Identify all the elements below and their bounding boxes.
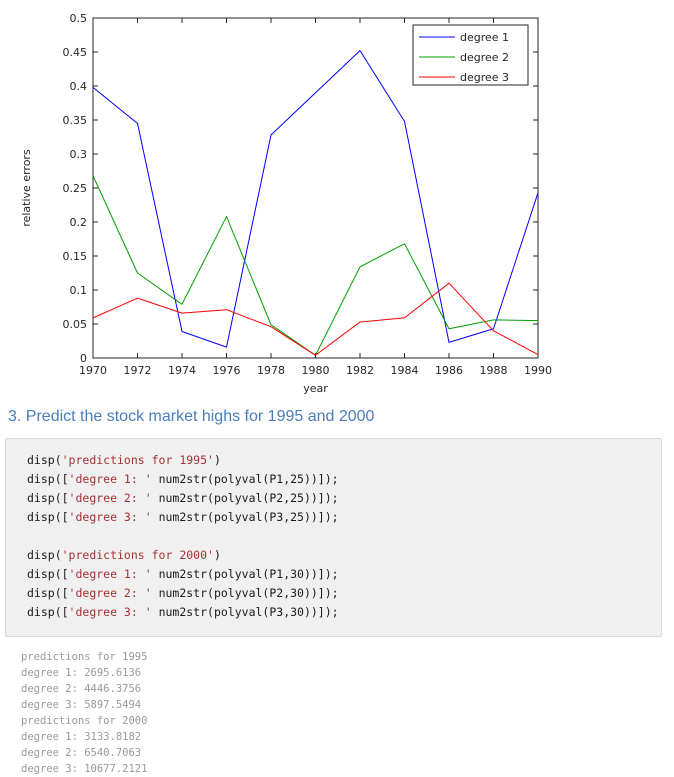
y-tick-label: 0.5 [70,12,88,25]
y-tick-label: 0 [80,352,87,365]
x-tick-label: 1980 [302,364,330,377]
code-text: num2str(polyval(P3,25))]); [151,510,339,524]
x-tick-label: 1990 [524,364,552,377]
output-line: degree 2: 6540.7063 [21,747,142,759]
code-text: disp([ [27,567,69,581]
output-line: degree 2: 4446.3756 [21,683,142,695]
x-tick-label: 1978 [257,364,285,377]
output-block: predictions for 1995 degree 1: 2695.6136 d… [21,649,674,777]
code-string: 'degree 3: ' [68,605,152,619]
legend-entry-label: degree 3 [460,71,509,84]
y-tick-label: 0.45 [63,46,88,59]
series-line-degree-3 [92,282,539,356]
y-tick-label: 0.1 [70,284,88,297]
code-text: disp( [27,453,62,467]
y-axis: 0 0.05 0.1 0.15 0.2 0.25 0.3 0.35 0.4 0.45 0.5 [63,12,538,365]
code-text: num2str(polyval(P1,30))]); [151,567,339,581]
code-line [27,527,661,546]
x-tick-label: 1972 [124,364,152,377]
legend-box [412,24,529,86]
code-text: disp([ [27,586,69,600]
y-tick-label: 0.05 [63,318,88,331]
x-tick-label: 1984 [391,364,419,377]
output-line: predictions for 1995 [21,651,148,663]
y-axis-label: relative errors [20,149,33,227]
x-tick-label: 1974 [168,364,196,377]
x-axis-label: year [303,382,328,395]
code-string: 'degree 2: ' [68,491,152,505]
code-line: disp(['degree 1: ' num2str(polyval(P1,25… [27,470,661,489]
series-line-degree-1 [92,50,539,348]
code-text: disp([ [27,510,69,524]
legend-entry-label: degree 1 [460,31,509,44]
output-line: predictions for 2000 [21,715,148,727]
output-line: degree 1: 3133.8182 [21,731,142,743]
code-line: disp(['degree 2: ' num2str(polyval(P2,30… [27,584,661,603]
x-tick-label: 1970 [79,364,107,377]
code-text: disp( [27,548,62,562]
code-line: disp(['degree 3: ' num2str(polyval(P3,25… [27,508,661,527]
output-line: degree 3: 10677.2121 [21,763,148,775]
code-line: disp(['degree 2: ' num2str(polyval(P2,25… [27,489,661,508]
figure-relative-errors: 1970 1972 1974 1976 1978 1980 1982 1984 1986 1988… [0,0,580,398]
code-text: disp([ [27,605,69,619]
code-string: 'predictions for 1995' [61,453,214,467]
code-text: disp([ [27,472,69,486]
code-text: disp([ [27,491,69,505]
y-tick-label: 0.15 [63,250,88,263]
code-text: ) [213,548,221,562]
code-line: disp(['degree 3: ' num2str(polyval(P3,30… [27,603,661,622]
relative-errors-chart: 1970 1972 1974 1976 1978 1980 1982 1984 1986 1988… [20,12,552,395]
code-line: disp('predictions for 2000') [27,546,661,565]
section-heading: 3. Predict the stock market highs for 19… [8,408,375,425]
y-tick-label: 0.4 [70,80,88,93]
code-text: num2str(polyval(P1,25))]); [151,472,339,486]
output-line: degree 1: 2695.6136 [21,667,142,679]
code-string: 'degree 2: ' [68,586,152,600]
legend-entry-label: degree 2 [460,51,509,64]
code-text: num2str(polyval(P2,25))]); [151,491,339,505]
code-text: num2str(polyval(P2,30))]); [151,586,339,600]
code-line: disp(['degree 1: ' num2str(polyval(P1,30… [27,565,661,584]
code-block: disp('predictions for 1995') disp(['degre… [5,438,662,637]
y-tick-label: 0.2 [70,216,88,229]
x-tick-label: 1988 [480,364,508,377]
code-string: 'degree 1: ' [68,472,152,486]
x-tick-label: 1986 [435,364,463,377]
y-tick-label: 0.35 [63,114,88,127]
code-text: ) [213,453,221,467]
x-tick-label: 1976 [213,364,241,377]
code-string: 'degree 1: ' [68,567,152,581]
x-axis: 1970 1972 1974 1976 1978 1980 1982 1984 1986 1988… [79,18,552,377]
code-line: disp('predictions for 1995') [27,451,661,470]
code-string: 'degree 3: ' [68,510,152,524]
x-tick-label: 1982 [346,364,374,377]
output-line: degree 3: 5897.5494 [21,699,142,711]
y-tick-label: 0.3 [70,148,88,161]
y-tick-label: 0.25 [63,182,88,195]
code-string: 'predictions for 2000' [61,548,214,562]
legend: degree 1 degree 2 degree 3 [412,24,529,86]
code-text: num2str(polyval(P3,30))]); [151,605,339,619]
